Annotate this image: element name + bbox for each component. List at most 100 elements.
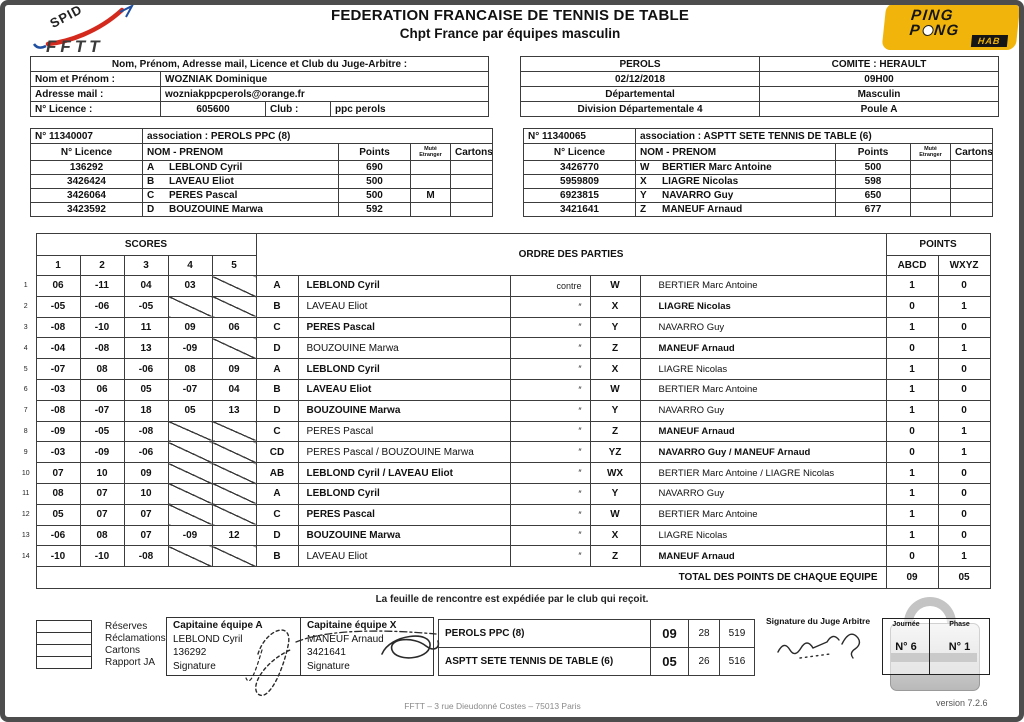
roster-row: 3426424 B LAVEAU Eliot 500 <box>30 174 493 189</box>
set-score: 04 <box>123 275 169 297</box>
player-letter: A <box>255 275 299 297</box>
set-score: 07 <box>79 503 125 526</box>
game-row: 12 05 07 07 C PERES Pascal ″ W BERTIER Marc Anto… <box>16 503 991 526</box>
captains-block: Capitaine équipe A LEBLOND Cyril 136292 … <box>166 617 434 676</box>
checkbox-label: Rapport JA <box>105 657 156 668</box>
game-points-abcd: 1 <box>885 462 939 484</box>
captain-a-licence: 136292 <box>173 647 207 658</box>
game-row: 2 -05 -06 -05 B LAVEAU Eliot ″ X LIAGRE Nicolas 0… <box>16 295 991 318</box>
opponent-name: BERTIER Marc Antoine <box>639 503 887 526</box>
opponent-letter: X <box>589 524 641 547</box>
player-letter: AB <box>255 462 299 484</box>
versus-mark: ″ <box>509 316 591 339</box>
ordre-des-parties-header: ORDRE DES PARTIES <box>255 233 887 276</box>
captain-x-cell: Capitaine équipe X MANEUF Arnaud 3421641… <box>300 618 433 675</box>
spid-logo-text: SPID <box>47 2 84 31</box>
judge-header: Nom, Prénom, Adresse mail, Licence et Cl… <box>30 56 489 72</box>
player-letter: A <box>255 482 299 505</box>
player-name-cell: Y NAVARRO Guy <box>635 188 836 203</box>
player-letter: B <box>255 295 299 318</box>
mut-header: Muté Etranger <box>410 143 451 161</box>
set-score: 06 <box>79 378 125 401</box>
player-name: BOUZOUINE Marwa <box>297 524 511 547</box>
result-row: ASPTT SETE TENNIS DE TABLE (6) 05 26 516 <box>438 647 755 676</box>
set-score: -08 <box>123 420 169 443</box>
game-number: 10 <box>16 462 36 484</box>
phase-value: N° 1 <box>948 641 971 653</box>
roster-row: 3426064 C PERES Pascal 500 M <box>30 188 493 203</box>
set-score: 10 <box>123 482 169 505</box>
captain-x-title: Capitaine équipe X <box>307 620 397 631</box>
set-score: 10 <box>79 462 125 484</box>
player-mut-flag <box>410 174 451 189</box>
closure-stamp: Journée N° 6 Phase N° 1 <box>876 597 996 697</box>
player-points: 500 <box>338 174 411 189</box>
scores-header: SCORES <box>35 233 257 256</box>
player-letter: Y <box>640 190 647 201</box>
federation-title: FEDERATION FRANCAISE DE TENNIS DE TABLE <box>330 7 690 24</box>
game-points-abcd: 1 <box>885 275 939 297</box>
game-points-abcd: 1 <box>885 316 939 339</box>
unplayed-set-cell <box>167 420 213 443</box>
player-points: 690 <box>338 160 411 175</box>
set-score: 05 <box>167 399 213 422</box>
opponent-name: NAVARRO Guy / MANEUF Arnaud <box>639 441 887 464</box>
row-number-spacer <box>16 233 36 276</box>
pong-ng: NG <box>933 22 961 39</box>
player-letter: B <box>147 176 155 187</box>
result-points: 09 <box>650 619 689 648</box>
points-header: Points <box>338 143 411 161</box>
unplayed-set-cell <box>211 482 257 505</box>
set-score: 09 <box>211 358 257 380</box>
set-score: -07 <box>35 358 81 380</box>
player-letter: C <box>255 503 299 526</box>
player-points: 500 <box>338 188 411 203</box>
unplayed-set-cell <box>167 295 213 318</box>
player-name: LAVEAU Eliot <box>297 378 511 401</box>
page-title: FEDERATION FRANCAISE DE TENNIS DE TABLE … <box>140 7 880 41</box>
opponent-name: LIAGRE Nicolas <box>639 358 887 380</box>
roster-row: 3423592 D BOUZOUINE Marwa 592 <box>30 202 493 217</box>
player-name: LEBLOND Cyril <box>297 358 511 380</box>
set-score: 06 <box>211 316 257 339</box>
set-score: -06 <box>35 524 81 547</box>
set-score: -08 <box>35 316 81 339</box>
set-score: -07 <box>167 378 213 401</box>
player-cartons <box>450 160 493 175</box>
unplayed-set-cell <box>211 503 257 526</box>
pong-p: P <box>908 22 922 39</box>
judge-signature-label: Signature du Juge Arbitre <box>766 616 871 626</box>
game-number: 12 <box>16 504 36 526</box>
player-mut-flag <box>410 160 451 175</box>
journee-label: Journée <box>892 621 920 628</box>
wxyz-header: WXYZ <box>937 255 991 276</box>
set-score: -04 <box>35 337 81 360</box>
set-score: -05 <box>35 295 81 318</box>
fftt-logo-text: FFTT <box>46 37 104 54</box>
game-points-abcd: 1 <box>885 503 939 526</box>
game-points-wxyz: 0 <box>937 316 991 339</box>
set-score: 07 <box>123 503 169 526</box>
unplayed-set-cell <box>211 462 257 484</box>
player-name: PERES Pascal <box>297 503 511 526</box>
player-points: 500 <box>835 160 911 175</box>
set-score: 07 <box>35 462 81 484</box>
footer-address: FFTT – 3 rue Dieudonné Costes – 75013 Pa… <box>404 701 581 711</box>
set-score: 12 <box>211 524 257 547</box>
checkbox-label: Réclamations <box>105 633 166 644</box>
total-points-wxyz: 05 <box>937 566 991 590</box>
judge-arbitre-signature <box>777 633 861 659</box>
player-name-cell: D BOUZOUINE Marwa <box>142 202 339 217</box>
opponent-letter: W <box>589 378 641 401</box>
player-letter: C <box>255 316 299 339</box>
player-fullname: NAVARRO Guy <box>662 190 734 201</box>
unplayed-set-cell <box>211 545 257 568</box>
game-number: 13 <box>16 525 36 546</box>
checkbox-label: Réserves <box>105 621 148 632</box>
opponent-name: NAVARRO Guy <box>639 316 887 339</box>
result-sets: 516 <box>719 647 755 676</box>
unplayed-set-cell <box>167 462 213 484</box>
player-name: BOUZOUINE Marwa <box>297 399 511 422</box>
phase-stamp: Phase N° 1 <box>929 618 990 675</box>
set-score: -10 <box>79 545 125 568</box>
